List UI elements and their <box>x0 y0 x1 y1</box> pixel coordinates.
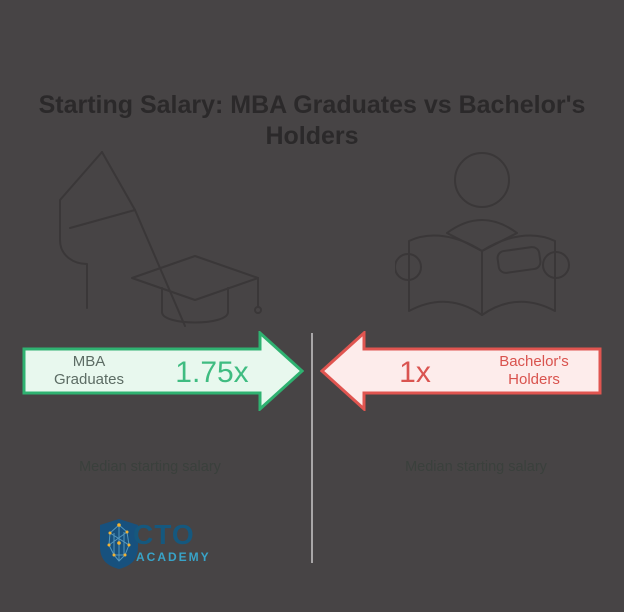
mba-caption: Median starting salary <box>79 459 221 475</box>
mba-graduates-arrow: MBA Graduates 1.75x <box>22 331 304 411</box>
mba-multiplier-value: 1.75x <box>175 356 249 389</box>
growth-arrow-graduation-cap-icon <box>59 151 262 327</box>
left-arrow-shape <box>320 331 602 411</box>
logo-text: CTO <box>133 519 195 550</box>
shield-icon <box>100 519 138 569</box>
logo-subtext: ACADEMY <box>136 550 211 564</box>
bachelors-holders-label: Bachelor's Holders <box>499 353 569 388</box>
bachelors-multiplier-value: 1x <box>399 356 431 389</box>
center-divider-line <box>311 333 313 563</box>
mba-graduates-label: MBA Graduates <box>53 353 125 388</box>
person-reading-book-icon <box>395 152 570 316</box>
bachelors-holders-arrow: 1x Bachelor's Holders <box>320 331 602 411</box>
bachelors-caption: Median starting salary <box>405 459 547 475</box>
cto-academy-logo: CTO ACADEMY <box>100 519 230 571</box>
right-arrow-shape <box>22 331 304 411</box>
page-title: Starting Salary: MBA Graduates vs Bachel… <box>38 91 586 150</box>
